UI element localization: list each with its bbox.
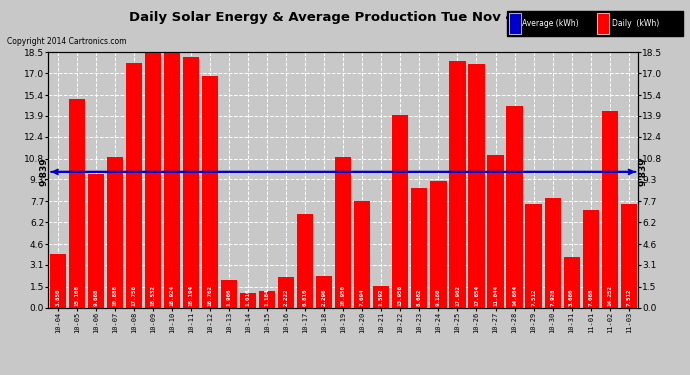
- Text: 16.762: 16.762: [208, 285, 213, 306]
- Bar: [449, 61, 466, 308]
- Text: 6.810: 6.810: [303, 289, 308, 306]
- Bar: [526, 204, 542, 308]
- Bar: [469, 64, 484, 308]
- Bar: [69, 99, 85, 308]
- Text: 9.839: 9.839: [39, 158, 48, 186]
- Text: Daily Solar Energy & Average Production Tue Nov 4 06:51: Daily Solar Energy & Average Production …: [129, 11, 561, 24]
- Text: 18.194: 18.194: [188, 285, 193, 306]
- Text: 8.682: 8.682: [417, 289, 422, 306]
- Bar: [564, 257, 580, 307]
- Text: 14.252: 14.252: [607, 285, 612, 306]
- Bar: [240, 294, 256, 308]
- Text: 18.532: 18.532: [150, 285, 155, 306]
- Bar: [544, 198, 561, 308]
- Text: 1.016: 1.016: [246, 289, 250, 306]
- Text: 3.660: 3.660: [569, 289, 574, 306]
- Text: 15.108: 15.108: [75, 285, 79, 306]
- Text: 7.928: 7.928: [550, 289, 555, 306]
- Bar: [183, 57, 199, 308]
- Text: 1.592: 1.592: [379, 289, 384, 306]
- Bar: [164, 46, 180, 308]
- Text: Average (kWh): Average (kWh): [522, 19, 579, 28]
- Bar: [411, 188, 428, 308]
- Text: 3.850: 3.850: [55, 289, 60, 306]
- Text: 2.296: 2.296: [322, 289, 327, 306]
- Text: Copyright 2014 Cartronics.com: Copyright 2014 Cartronics.com: [7, 38, 126, 46]
- Text: 13.956: 13.956: [398, 285, 403, 306]
- Text: 7.512: 7.512: [531, 289, 536, 306]
- Text: 14.604: 14.604: [512, 285, 517, 306]
- Text: 11.044: 11.044: [493, 285, 498, 306]
- Text: 17.902: 17.902: [455, 285, 460, 306]
- Text: Daily  (kWh): Daily (kWh): [612, 19, 659, 28]
- Bar: [221, 280, 237, 308]
- Bar: [278, 277, 294, 308]
- Text: 10.888: 10.888: [112, 285, 117, 306]
- Text: 18.924: 18.924: [170, 285, 175, 306]
- Text: 2.222: 2.222: [284, 289, 288, 306]
- Text: 7.068: 7.068: [588, 289, 593, 306]
- Bar: [354, 201, 371, 308]
- Text: 7.694: 7.694: [359, 289, 365, 306]
- Bar: [259, 291, 275, 308]
- Bar: [202, 76, 218, 308]
- Bar: [297, 214, 313, 308]
- Text: 9.668: 9.668: [93, 289, 99, 306]
- Bar: [620, 204, 637, 308]
- Bar: [145, 52, 161, 308]
- Bar: [487, 155, 504, 308]
- Bar: [373, 285, 389, 308]
- Text: 1.966: 1.966: [226, 289, 232, 306]
- Bar: [126, 63, 142, 308]
- Bar: [107, 158, 123, 308]
- Text: 17.756: 17.756: [131, 285, 137, 306]
- Text: 1.184: 1.184: [265, 289, 270, 306]
- Text: 9.839: 9.839: [638, 158, 647, 186]
- Text: 10.950: 10.950: [341, 285, 346, 306]
- Bar: [393, 115, 408, 308]
- Text: 9.180: 9.180: [436, 289, 441, 306]
- Bar: [506, 106, 522, 307]
- Bar: [335, 157, 351, 308]
- Bar: [88, 174, 104, 308]
- Text: 7.512: 7.512: [627, 289, 631, 306]
- Bar: [316, 276, 333, 308]
- Bar: [50, 254, 66, 308]
- Bar: [602, 111, 618, 308]
- Bar: [582, 210, 599, 308]
- Bar: [431, 181, 446, 308]
- Text: 17.654: 17.654: [474, 285, 479, 306]
